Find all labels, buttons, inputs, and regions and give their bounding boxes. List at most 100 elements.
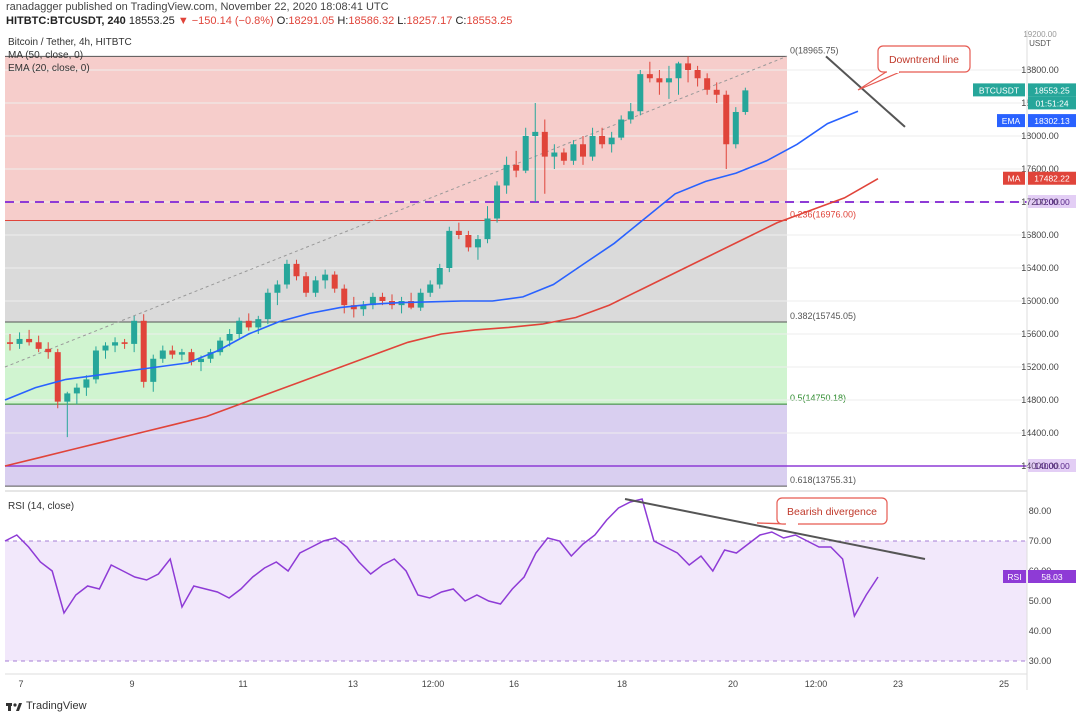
candle-body xyxy=(16,338,23,344)
rsi-badge xyxy=(1028,570,1076,583)
low-value: 18257.17 xyxy=(406,15,453,27)
time-tick-label: 25 xyxy=(999,679,1009,689)
candle-body xyxy=(589,136,596,157)
ema-badge-text: EMA xyxy=(1002,116,1021,126)
candle-body xyxy=(131,320,138,344)
candle-body xyxy=(484,218,491,240)
open-value: 18291.05 xyxy=(288,15,335,27)
candle-body xyxy=(274,284,281,293)
candle-body xyxy=(694,70,701,79)
candle-body xyxy=(350,305,357,310)
candle-body xyxy=(656,78,663,83)
price-tick-label: 15600.00 xyxy=(1021,329,1059,339)
ma-legend: MA (50, close, 0) xyxy=(8,50,83,61)
rsi-badge-value: 58.03 xyxy=(1041,572,1063,582)
candle-body xyxy=(112,342,119,346)
countdown-badge xyxy=(1028,96,1076,110)
tradingview-logo[interactable]: TradingView xyxy=(6,700,87,712)
ema-badge-tag xyxy=(997,114,1025,128)
time-tick-label: 16 xyxy=(509,679,519,689)
candle-body xyxy=(408,301,415,308)
high-value: 18586.32 xyxy=(348,15,395,27)
candle-body xyxy=(580,144,586,157)
candle-body xyxy=(178,352,185,355)
level17200-badge-value: 17200.00 xyxy=(1034,197,1070,207)
downtrend-callout-label: Downtrend line xyxy=(889,54,959,66)
candle-body xyxy=(360,305,367,310)
candle-body xyxy=(436,268,443,285)
candle-body xyxy=(331,274,338,289)
candle-body xyxy=(303,276,310,293)
candle-body xyxy=(427,284,434,293)
candle-body xyxy=(513,164,520,171)
fib-zone xyxy=(5,56,787,221)
candle-body xyxy=(26,338,33,343)
candle-body xyxy=(322,274,329,281)
candle-body xyxy=(522,136,529,171)
tradingview-icon xyxy=(6,703,22,711)
rsi-tick-label: 50.00 xyxy=(1029,596,1052,606)
candle-body xyxy=(503,164,510,186)
open-label: O: xyxy=(276,15,289,27)
price-tick-label: 16000.00 xyxy=(1021,296,1059,306)
candle-body xyxy=(369,296,376,306)
candle-body xyxy=(379,296,386,301)
candle-body xyxy=(541,131,548,157)
candle-body xyxy=(474,239,481,248)
price-tick-label: 17600.00 xyxy=(1021,164,1059,174)
downtrend-line xyxy=(825,55,906,128)
candle-body xyxy=(465,235,472,248)
low-label: L: xyxy=(397,15,407,27)
time-tick-label: 7 xyxy=(18,679,23,689)
candle-body xyxy=(704,78,711,90)
fib-label: 0.5(14750.18) xyxy=(790,393,846,403)
fib-zone xyxy=(5,220,787,323)
candle-body xyxy=(646,74,653,79)
level17200-badge xyxy=(1028,195,1076,208)
candle-body xyxy=(102,345,109,351)
time-tick-label: 20 xyxy=(728,679,738,689)
fib-trend-line xyxy=(4,55,788,368)
publisher-line: ranadagger published on TradingView.com,… xyxy=(6,1,389,13)
price-chart[interactable]: 0(18965.75) 0.236(16976.00) 0.382(15745.05… xyxy=(0,0,1080,700)
candle-body xyxy=(283,263,290,285)
fib-label: 0(18965.75) xyxy=(790,45,839,55)
candle-body xyxy=(560,152,567,161)
symbol-ohlc-line: HITBTC:BTCUSDT, 240 18553.25 ▼ −150.14 (… xyxy=(6,15,512,27)
fib-zone xyxy=(5,404,787,487)
ma-badge-value: 17482.22 xyxy=(1034,174,1070,184)
rsi-tick-label: 40.00 xyxy=(1029,626,1052,636)
candle-body xyxy=(570,144,577,161)
btcusdt-badge-tag xyxy=(973,83,1025,97)
ema-line xyxy=(4,110,859,401)
candle-body xyxy=(732,111,739,145)
candle-body xyxy=(551,152,558,157)
candle-body xyxy=(226,334,233,341)
price-tick-label: 17200.00 xyxy=(1021,197,1059,207)
time-tick-label: 12:00 xyxy=(805,679,828,689)
candle-body xyxy=(217,340,224,353)
price-tick-label: 16800.00 xyxy=(1021,230,1059,240)
candle-body xyxy=(264,292,271,320)
candle-body xyxy=(54,352,61,402)
high-label: H: xyxy=(337,15,349,27)
candle-body xyxy=(685,63,692,70)
rsi-tick-label: 30.00 xyxy=(1029,656,1052,666)
candle-body xyxy=(121,342,128,344)
rsi-badge-text: RSI xyxy=(1007,572,1021,582)
price-tick-label: 18800.00 xyxy=(1021,65,1059,75)
divergence-callout-box xyxy=(776,497,888,525)
candle-body xyxy=(188,352,195,363)
fib-label: 0.618(13755.31) xyxy=(790,475,856,485)
fib-label: 0.382(15745.05) xyxy=(790,311,856,321)
time-tick-label: 23 xyxy=(893,679,903,689)
price-tick-label: 16400.00 xyxy=(1021,263,1059,273)
symbol-label[interactable]: HITBTC:BTCUSDT, 240 xyxy=(6,15,126,27)
candle-body xyxy=(637,74,644,112)
rsi-line xyxy=(4,498,879,619)
candle-body xyxy=(7,342,13,344)
candle-body xyxy=(73,387,80,394)
candle-body xyxy=(207,352,214,359)
candle-body xyxy=(341,288,348,306)
top-tick-label: 19200.00 xyxy=(1023,30,1057,39)
